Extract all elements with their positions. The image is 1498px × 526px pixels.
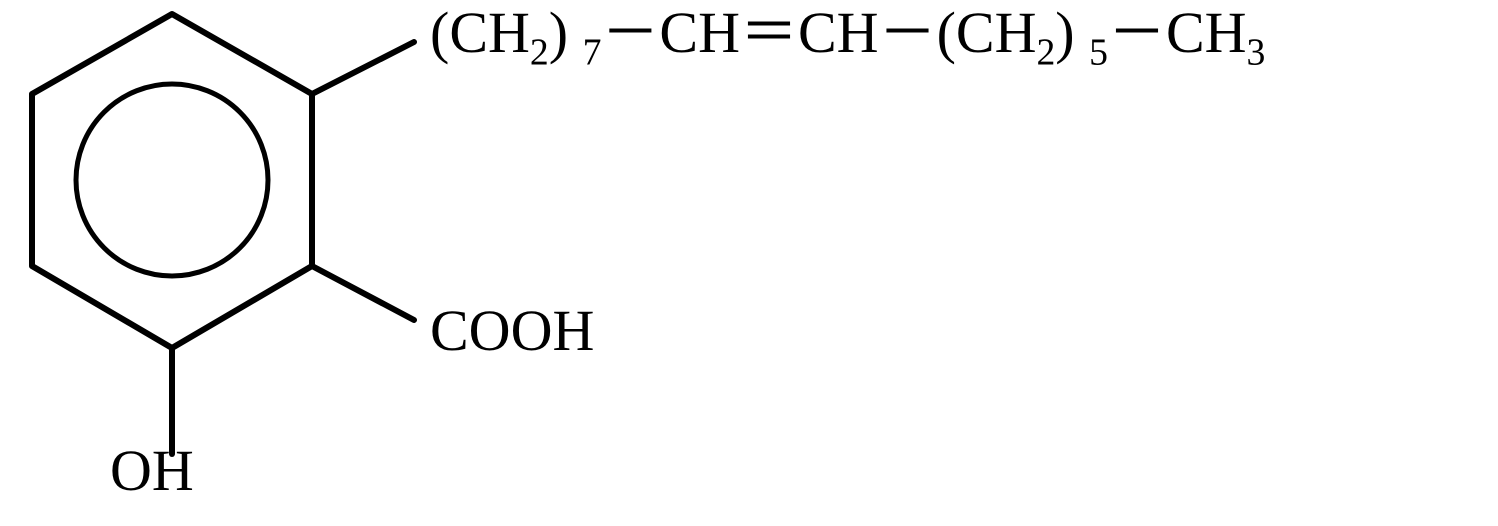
cooh-label: COOH [430,302,594,360]
bond-to-cooh [312,266,414,320]
bond-to-chain [312,42,414,94]
chemical-structure: (CH2) 7－CH＝CH－(CH2) 5－CH3 COOH OH [0,0,1498,526]
oh-label: OH [110,442,194,500]
aromatic-circle [76,84,268,276]
side-chain-formula: (CH2) 7－CH＝CH－(CH2) 5－CH3 [430,4,1265,62]
structure-svg [0,0,1498,526]
